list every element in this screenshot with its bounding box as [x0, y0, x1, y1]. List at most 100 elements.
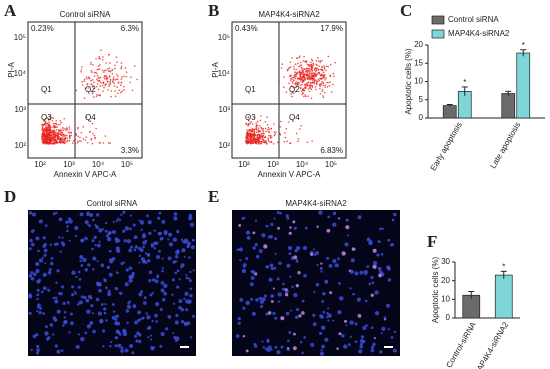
event-dot: [294, 71, 296, 73]
event-dot: [301, 71, 303, 73]
nucleus: [261, 297, 266, 302]
nucleus: [108, 272, 113, 277]
nucleus: [381, 326, 386, 331]
event-dot: [271, 136, 273, 138]
nucleus: [183, 297, 186, 300]
event-dot: [59, 142, 62, 144]
nucleus: [292, 220, 296, 224]
event-dot: [113, 82, 115, 85]
nucleus: [270, 294, 274, 298]
significance: *: [463, 78, 466, 87]
event-dot: [295, 81, 297, 83]
event-dot: [250, 129, 253, 132]
nucleus: [267, 345, 272, 350]
event-dot: [293, 68, 296, 70]
event-dot: [312, 72, 314, 74]
nucleus: [277, 226, 280, 230]
event-dot: [91, 92, 94, 95]
event-dot: [52, 141, 55, 144]
event-dot: [279, 126, 282, 128]
x-tick-label: 10⁴: [296, 160, 309, 169]
nucleus: [122, 229, 126, 233]
nucleus: [295, 259, 299, 263]
nucleus: [48, 268, 52, 272]
event-dot: [309, 85, 312, 88]
event-dot: [327, 55, 330, 58]
event-dot: [59, 123, 61, 126]
nucleus: [174, 271, 178, 275]
event-dot: [334, 61, 336, 64]
nucleus: [29, 238, 33, 243]
nucleus: [63, 319, 68, 324]
nucleus: [84, 267, 89, 272]
nucleus: [95, 225, 99, 229]
event-dot: [301, 69, 304, 72]
nucleus: [42, 272, 47, 277]
event-dot: [44, 123, 46, 125]
event-dot: [322, 75, 325, 78]
event-dot: [45, 124, 48, 127]
nucleus: [106, 237, 112, 242]
event-dot: [291, 91, 294, 93]
nucleus: [245, 349, 249, 353]
nucleus: [150, 346, 155, 351]
event-dot: [42, 129, 44, 132]
nucleus: [109, 258, 112, 262]
event-dot: [308, 72, 310, 75]
nucleus: [125, 309, 130, 313]
nucleus: [139, 318, 142, 321]
event-dot: [298, 78, 301, 81]
event-dot: [99, 64, 101, 66]
nucleus: [386, 303, 391, 308]
x-tick-label: Early apoptosis: [429, 121, 464, 173]
event-dot: [66, 134, 68, 137]
panel-title: Control siRNA: [60, 10, 111, 19]
nucleus: [329, 291, 333, 295]
event-dot: [260, 142, 263, 145]
nucleus: [30, 242, 35, 247]
nucleus: [173, 212, 178, 216]
event-dot: [312, 80, 314, 82]
nucleus: [134, 320, 138, 325]
nucleus: [59, 292, 63, 296]
nucleus: [28, 273, 33, 278]
event-dot: [79, 136, 81, 139]
event-dot: [58, 141, 60, 143]
event-dot: [302, 59, 304, 62]
nucleus: [148, 231, 152, 236]
event-dot: [304, 94, 306, 96]
nucleus: [140, 290, 143, 293]
event-dot: [52, 117, 55, 120]
event-dot: [81, 80, 83, 83]
event-dot: [57, 123, 59, 126]
nucleus: [286, 263, 291, 268]
nucleus: [30, 276, 35, 281]
event-dot: [265, 140, 267, 142]
event-dot: [95, 58, 97, 60]
event-dot: [317, 78, 320, 81]
event-dot: [245, 140, 248, 143]
nucleus: [390, 242, 395, 247]
event-dot: [249, 122, 251, 125]
event-dot: [303, 55, 305, 58]
quadrant-label: Q2: [85, 85, 96, 94]
nucleus: [80, 264, 84, 268]
nucleus: [146, 315, 151, 320]
y-axis-label: PI-A: [7, 62, 16, 78]
event-dot: [102, 90, 104, 92]
y-tick-label: 10: [441, 294, 450, 303]
nucleus: [99, 318, 104, 324]
event-dot: [310, 63, 313, 66]
nucleus: [326, 228, 331, 233]
y-tick-label: 10³: [14, 105, 26, 114]
nucleus: [338, 217, 341, 220]
nucleus: [372, 260, 378, 266]
nucleus: [68, 331, 71, 334]
event-dot: [301, 72, 303, 75]
event-dot: [321, 77, 323, 80]
bar: [516, 52, 531, 119]
event-dot: [297, 71, 299, 74]
nucleus: [151, 278, 156, 282]
nucleus: [189, 222, 195, 227]
nucleus: [358, 349, 363, 354]
